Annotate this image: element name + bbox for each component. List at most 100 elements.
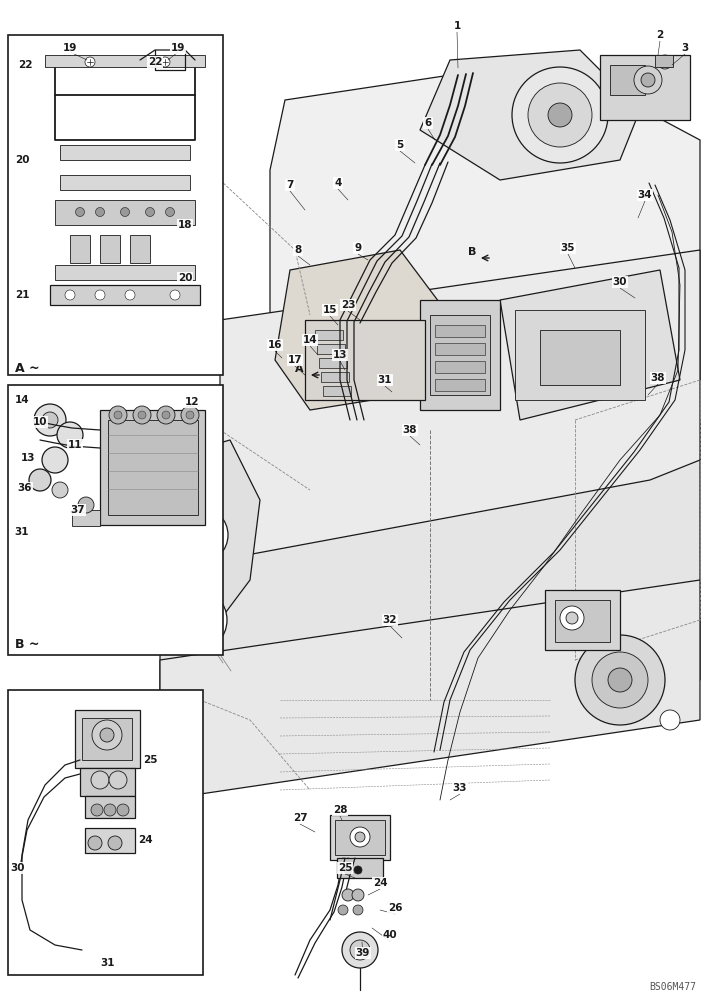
Bar (55, 200, 195, 225)
Text: 13: 13 (21, 453, 35, 463)
Bar (317, 344, 345, 354)
Polygon shape (160, 580, 700, 800)
Circle shape (57, 422, 83, 448)
Bar (50, 285, 200, 305)
Bar (55, 265, 195, 280)
Circle shape (592, 652, 648, 708)
Circle shape (353, 905, 363, 915)
Circle shape (172, 507, 228, 563)
Bar (305, 320, 425, 400)
Bar (82, 718, 132, 760)
Circle shape (160, 57, 170, 67)
Circle shape (342, 889, 354, 901)
Text: 17: 17 (287, 355, 302, 365)
Circle shape (338, 905, 348, 915)
Text: 39: 39 (356, 948, 370, 958)
Bar (330, 815, 390, 860)
Bar (335, 820, 385, 855)
Polygon shape (275, 250, 445, 410)
Text: 22: 22 (18, 60, 33, 70)
Bar (655, 55, 673, 67)
Bar (100, 410, 205, 525)
Text: 31: 31 (101, 958, 115, 968)
Text: 19: 19 (171, 43, 185, 53)
Text: 15: 15 (323, 305, 337, 315)
Text: 23: 23 (341, 300, 355, 310)
Circle shape (76, 208, 84, 217)
Text: 16: 16 (268, 340, 282, 350)
Polygon shape (420, 50, 640, 180)
Circle shape (512, 67, 608, 163)
Text: 11: 11 (68, 440, 82, 450)
Circle shape (350, 827, 370, 847)
Bar (337, 858, 383, 878)
Circle shape (88, 836, 102, 850)
Circle shape (170, 290, 180, 300)
Bar (555, 600, 610, 642)
Text: 4: 4 (334, 178, 342, 188)
Text: 5: 5 (396, 140, 404, 150)
Circle shape (65, 290, 75, 300)
Circle shape (78, 497, 94, 513)
Bar (108, 420, 198, 515)
Text: 13: 13 (333, 350, 347, 360)
Text: 37: 37 (71, 505, 85, 515)
Circle shape (125, 290, 135, 300)
Text: 24: 24 (137, 835, 152, 845)
Bar (8, 385, 223, 655)
Text: 18: 18 (178, 220, 193, 230)
Circle shape (100, 728, 114, 742)
Circle shape (634, 66, 662, 94)
Bar (75, 710, 140, 768)
Text: 31: 31 (378, 375, 392, 385)
Text: 7: 7 (286, 180, 294, 190)
Circle shape (186, 411, 194, 419)
Text: 24: 24 (372, 878, 387, 888)
Circle shape (166, 208, 174, 217)
Circle shape (355, 832, 365, 842)
Circle shape (658, 55, 672, 69)
Text: 27: 27 (292, 813, 307, 823)
Text: 20: 20 (15, 155, 29, 165)
Circle shape (108, 836, 122, 850)
Circle shape (548, 103, 572, 127)
Text: B ~: B ~ (15, 639, 40, 652)
Bar (430, 315, 490, 395)
Text: 33: 33 (452, 783, 467, 793)
Circle shape (162, 411, 170, 419)
Text: 25: 25 (338, 863, 353, 873)
Polygon shape (160, 440, 260, 620)
Circle shape (157, 406, 175, 424)
Text: 14: 14 (15, 395, 29, 405)
Circle shape (91, 771, 109, 789)
Text: 12: 12 (185, 397, 199, 407)
Text: 10: 10 (33, 417, 47, 427)
Bar (545, 590, 620, 650)
Text: 8: 8 (295, 245, 302, 255)
Text: 14: 14 (303, 335, 317, 345)
Bar (60, 145, 190, 160)
Text: 34: 34 (638, 190, 652, 200)
Bar (70, 235, 90, 263)
Bar (420, 300, 500, 410)
Text: 40: 40 (383, 930, 397, 940)
Circle shape (117, 804, 129, 816)
Circle shape (34, 404, 66, 436)
Circle shape (342, 932, 378, 968)
Bar (600, 55, 690, 120)
Bar (323, 386, 351, 396)
Circle shape (29, 469, 51, 491)
Text: 35: 35 (561, 243, 575, 253)
Bar (85, 796, 135, 818)
Circle shape (104, 804, 116, 816)
Bar (435, 325, 485, 337)
Bar (8, 35, 223, 375)
Bar (315, 330, 343, 340)
Text: 3: 3 (681, 43, 689, 53)
Circle shape (575, 635, 665, 725)
Circle shape (42, 447, 68, 473)
Bar (319, 358, 347, 368)
Bar (435, 379, 485, 391)
Bar (60, 175, 190, 190)
Polygon shape (160, 420, 700, 760)
